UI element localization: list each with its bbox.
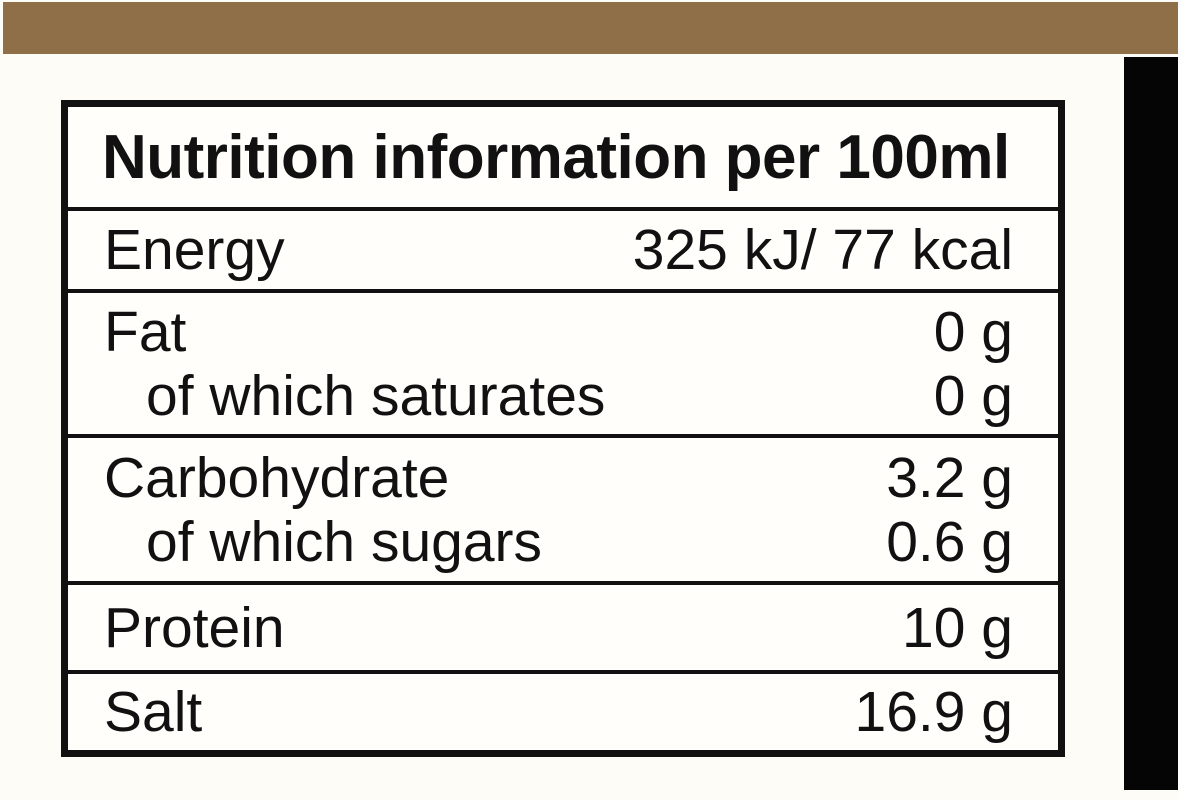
table-row-protein: Protein 10 g: [68, 581, 1058, 670]
carbohydrate-value: 3.2 g: [886, 445, 1013, 510]
right-black-stripe: [1124, 57, 1178, 790]
sugars-value: 0.6 g: [886, 509, 1013, 574]
fat-line: Fat 0 g: [104, 300, 1013, 364]
nutrition-table: Nutrition information per 100ml Energy 3…: [61, 100, 1065, 757]
table-row-carbohydrate: Carbohydrate 3.2 g of which sugars 0.6 g: [68, 434, 1058, 581]
table-row-salt: Salt 16.9 g: [68, 670, 1058, 750]
carbohydrate-line: Carbohydrate 3.2 g: [104, 446, 1013, 510]
sugars-label: of which sugars: [146, 509, 543, 574]
carbohydrate-label: Carbohydrate: [104, 445, 450, 510]
table-header-row: Nutrition information per 100ml: [68, 107, 1058, 207]
salt-label: Salt: [104, 680, 203, 744]
table-title: Nutrition information per 100ml: [102, 122, 1010, 192]
table-row-energy: Energy 325 kJ/ 77 kcal: [68, 207, 1058, 289]
energy-label: Energy: [104, 218, 285, 282]
fat-label: Fat: [104, 299, 187, 364]
table-row-fat: Fat 0 g of which saturates 0 g: [68, 289, 1058, 434]
salt-value: 16.9 g: [854, 680, 1013, 744]
protein-label: Protein: [104, 595, 285, 660]
top-brown-stripe: [3, 2, 1178, 54]
saturates-label: of which saturates: [146, 363, 606, 428]
saturates-value: 0 g: [933, 363, 1013, 428]
saturates-line: of which saturates 0 g: [104, 364, 1013, 428]
sugars-line: of which sugars 0.6 g: [104, 510, 1013, 574]
fat-value: 0 g: [933, 299, 1013, 364]
protein-value: 10 g: [902, 595, 1013, 660]
energy-value: 325 kJ/ 77 kcal: [632, 218, 1013, 282]
